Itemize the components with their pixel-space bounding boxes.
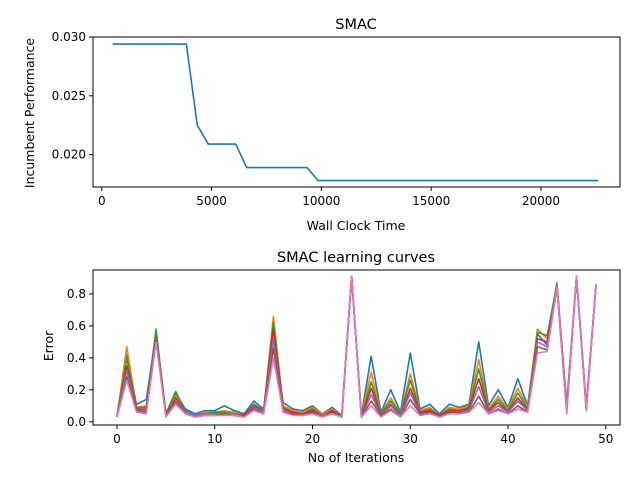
top-axes-frame [92,36,621,188]
top-subplot: SMAC Wall Clock Time Incumbent Performan… [22,17,621,233]
bottom-series-line-7 [116,275,597,418]
bottom-plot-lines [116,275,597,418]
bottom-chart-title: SMAC learning curves [277,250,435,266]
top-x-tick-label: 5000 [196,194,227,208]
bottom-axis-ticks: 0 10 20 30 40 50 0.0 0.2 0.4 0.6 0.8 [67,287,614,446]
bottom-x-tick-label: 30 [403,432,418,446]
top-x-axis-label: Wall Clock Time [307,218,406,233]
bottom-y-tick-label: 0.0 [67,415,86,429]
bottom-axes-frame [92,269,621,426]
top-axis-ticks: 0 5000 10000 15000 20000 0.020 0.025 0.030 [52,30,560,208]
bottom-x-tick-label: 10 [207,432,222,446]
top-x-tick-label: 0 [98,194,106,208]
top-y-tick-label: 0.020 [52,148,86,162]
bottom-x-tick-label: 50 [598,432,613,446]
bottom-y-tick-label: 0.8 [67,287,86,301]
top-y-tick-label: 0.030 [52,30,86,44]
bottom-x-tick-label: 20 [305,432,320,446]
bottom-y-tick-label: 0.2 [67,383,86,397]
top-chart-title: SMAC [335,17,377,33]
top-x-tick-label: 15000 [412,194,450,208]
bottom-y-tick-label: 0.6 [67,319,86,333]
top-x-tick-label: 10000 [302,194,340,208]
top-y-tick-label: 0.025 [52,89,86,103]
bottom-y-axis-label: Error [41,330,56,361]
bottom-x-tick-label: 0 [113,432,121,446]
top-series-line-1 [112,43,599,182]
top-y-axis-label: Incumbent Performance [22,38,37,189]
bottom-x-axis-label: No of Iterations [308,450,405,465]
bottom-subplot: SMAC learning curves No of Iterations Er… [41,250,621,465]
top-x-tick-label: 20000 [522,194,560,208]
top-plot-lines [112,43,599,182]
bottom-x-tick-label: 40 [500,432,515,446]
bottom-y-tick-label: 0.4 [67,351,86,365]
